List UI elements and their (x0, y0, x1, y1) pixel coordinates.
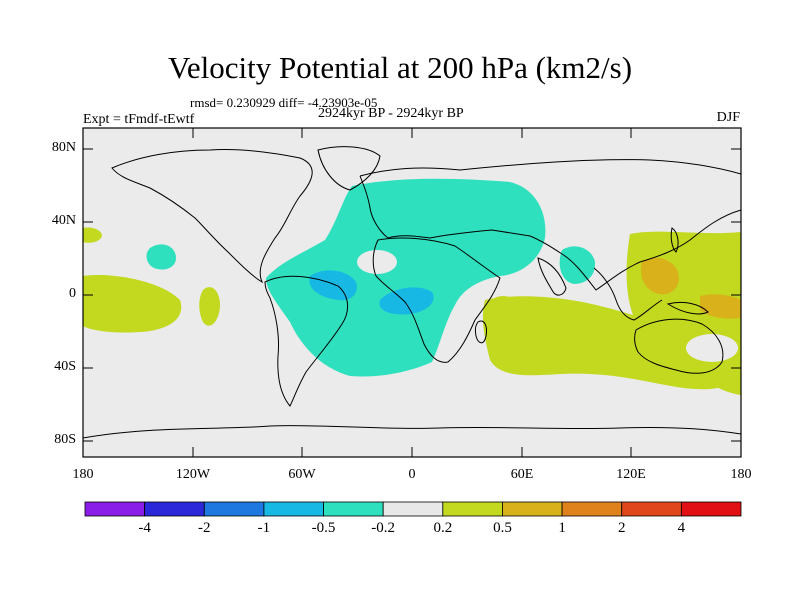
lon-tick-0: 0 (408, 467, 416, 482)
colorbar-swatch (680, 501, 742, 517)
coast-australia (634, 318, 724, 374)
colorbar-swatch (144, 501, 205, 517)
coast-japan (670, 227, 679, 253)
coast-eurasia (359, 159, 742, 291)
colorbar-level-label: -4 (138, 520, 151, 536)
lon-tick-180e: 180 (730, 467, 752, 482)
region-nw-edge (83, 227, 102, 243)
lat-tick-40n: 40N (51, 213, 76, 228)
colorbar-swatch (502, 501, 563, 517)
colorbar-swatch (561, 501, 623, 517)
colorbar-level-label: -2 (198, 520, 211, 536)
strong-positive-regions (640, 257, 741, 319)
region-indian-ocean (482, 296, 729, 390)
mid-negative-regions (309, 270, 434, 315)
coast-north-america (111, 148, 313, 284)
colorbar-swatch (203, 501, 265, 517)
lon-tick-180w: 180 (72, 467, 94, 482)
coast-africa (372, 237, 501, 363)
colorbar-level-label: -0.2 (371, 520, 396, 536)
stats-label: rmsd= 0.230929 diff= -4.23903e-05 (190, 95, 378, 110)
colorbar-swatch (382, 501, 444, 517)
neutral-hole-south-pacific (686, 334, 738, 362)
region-amazon-min (309, 270, 357, 301)
coast-south-america (264, 275, 348, 407)
colorbar-swatch (263, 501, 324, 517)
colorbar (84, 501, 742, 517)
region-arabian-sea-blob (559, 246, 596, 284)
colorbar-level-label: 2 (617, 520, 626, 536)
region-congo-min (379, 287, 434, 315)
region-pacific-nw-blob (146, 244, 176, 270)
lon-tick-120w: 120W (175, 467, 211, 482)
coast-india (537, 257, 567, 296)
season-label: DJF (716, 110, 740, 125)
colorbar-swatch (442, 501, 503, 517)
negative-anomaly-regions (146, 178, 596, 377)
coast-new-guinea (666, 301, 709, 315)
colorbar-swatch (621, 501, 682, 517)
map-ticks (83, 128, 741, 457)
region-pacific-east (83, 275, 182, 333)
region-east-pacific-max (700, 294, 741, 319)
coast-madagascar (474, 320, 487, 344)
colorbar-level-label: 0.2 (433, 520, 453, 536)
colorbar-swatch (84, 501, 146, 517)
colorbar-level-label: 1 (558, 520, 566, 536)
positive-hole-east-africa (489, 296, 517, 316)
coast-southeast-asia (593, 267, 663, 321)
coastlines (82, 146, 742, 439)
neutral-hole-sahara (357, 250, 397, 274)
coast-antarctica (82, 425, 742, 439)
positive-anomaly-regions (83, 227, 741, 395)
region-philippines-max (640, 257, 679, 295)
region-south-pacific-blob (199, 287, 220, 326)
colorbar-level-label: 0.5 (493, 520, 512, 536)
experiment-label: Expt = tFmdf-tEwtf (83, 112, 195, 127)
lat-tick-80n: 80N (51, 140, 76, 155)
colorbar-swatch (323, 501, 384, 517)
colorbar-level-label: -0.5 (311, 520, 336, 536)
lat-tick-40s: 40S (54, 359, 76, 374)
lat-tick-80s: 80S (54, 432, 76, 447)
colorbar-level-label: -1 (257, 520, 271, 536)
lon-tick-60w: 60W (288, 467, 316, 482)
colorbar-level-label: 4 (677, 520, 686, 536)
lon-tick-120e: 120E (616, 467, 646, 482)
chart-title: Velocity Potential at 200 hPa (km2/s) (167, 50, 633, 85)
region-atlantic-africa (266, 178, 546, 377)
lat-tick-0: 0 (69, 286, 76, 301)
lon-tick-60e: 60E (510, 467, 534, 482)
period-label: 2924kyr BP - 2924kyr BP (318, 106, 464, 121)
